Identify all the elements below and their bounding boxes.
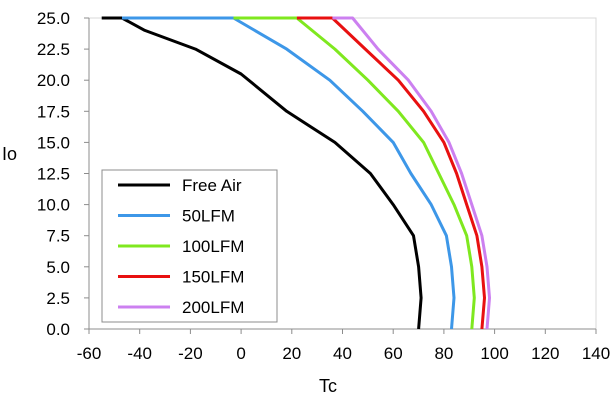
y-tick-label: 12.5 [37,165,70,184]
y-tick-label: 7.5 [46,227,70,246]
x-axis-title: Tc [319,376,337,396]
y-axis: 0.0 2.5 5.0 7.5 10.0 12.5 15.0 17.5 20.0 22.5 25.0 [37,9,89,339]
x-tick-label: 80 [434,344,453,363]
legend-label: 150LFM [182,268,244,287]
x-tick-label: -60 [77,344,102,363]
x-tick-label: 0 [236,344,245,363]
y-axis-title: Io [2,144,17,164]
x-axis: -60 -40 -20 0 20 40 60 80 100 120 140 [77,329,610,363]
legend-label: 200LFM [182,298,244,317]
series-line [332,16,491,330]
legend-label: Free Air [182,176,242,195]
y-tick-label: 22.5 [37,40,70,59]
series-line [122,16,456,330]
series-line [101,16,423,330]
x-tick-label: -40 [127,344,152,363]
series-line [233,16,476,330]
legend-label: 50LFM [182,207,235,226]
x-tick-label: 120 [531,344,559,363]
y-tick-label: 5.0 [46,258,70,277]
legend: Free Air 50LFM 100LFM 150LFM 200LFM [101,169,278,323]
x-tick-label: 20 [282,344,301,363]
y-tick-label: 0.0 [46,320,70,339]
y-tick-label: 25.0 [37,9,70,28]
legend-label: 100LFM [182,237,244,256]
y-tick-label: 10.0 [37,196,70,215]
x-tick-label: 40 [333,344,352,363]
y-tick-label: 17.5 [37,102,70,121]
x-tick-label: 100 [480,344,508,363]
y-tick-label: 2.5 [46,289,70,308]
series-line [296,16,486,330]
x-tick-label: 140 [582,344,610,363]
series-layer [101,16,491,330]
y-tick-label: 15.0 [37,133,70,152]
x-tick-label: 60 [384,344,403,363]
x-tick-label: -20 [178,344,203,363]
y-tick-label: 20.0 [37,71,70,90]
